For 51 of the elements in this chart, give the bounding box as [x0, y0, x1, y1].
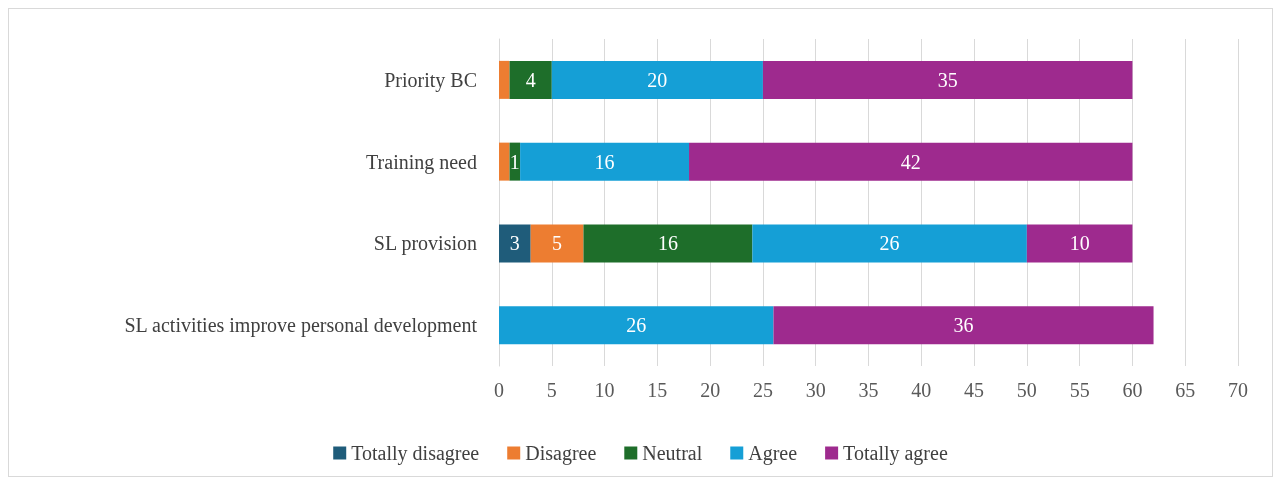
- bar: [499, 142, 510, 181]
- legend-label: Totally disagree: [351, 442, 480, 465]
- legend-label: Disagree: [525, 442, 597, 465]
- bar: [520, 142, 690, 181]
- x-tick-label: 50: [1016, 379, 1037, 401]
- bar: [509, 60, 552, 99]
- y-tick-label: SL provision: [373, 232, 477, 256]
- data-label: 35: [937, 68, 958, 91]
- data-label: 26: [626, 314, 647, 337]
- legend-label: Totally agree: [843, 442, 948, 465]
- bar: [773, 306, 1154, 345]
- x-tick-label: 60: [1122, 379, 1143, 401]
- x-tick-label: 15: [647, 379, 668, 401]
- data-label: 20: [647, 68, 668, 91]
- data-label: 16: [657, 232, 678, 255]
- bar: [499, 224, 531, 263]
- y-tick-label: Priority BC: [384, 68, 477, 92]
- bar: [499, 60, 510, 99]
- x-tick-label: 20: [700, 379, 721, 401]
- x-tick-label: 30: [805, 379, 826, 401]
- bar: [583, 224, 753, 263]
- data-label: 5: [552, 232, 563, 255]
- bar: [752, 224, 1027, 263]
- legend-label: Neutral: [642, 442, 703, 464]
- x-tick-label: 65: [1175, 379, 1196, 401]
- data-label: 3: [509, 232, 520, 255]
- x-tick-label: 70: [1228, 379, 1248, 401]
- bar: [499, 306, 774, 345]
- x-tick-label: 45: [964, 379, 985, 401]
- y-tick-label: Training need: [366, 150, 477, 174]
- bar: [551, 60, 763, 99]
- x-tick-label: 0: [494, 379, 504, 401]
- legend-label: Agree: [748, 442, 798, 465]
- data-label: 4: [525, 68, 536, 91]
- x-tick-label: 10: [594, 379, 615, 401]
- bar: [762, 60, 1133, 99]
- data-label: 26: [879, 232, 900, 255]
- x-tick-label: 40: [911, 379, 932, 401]
- data-label: 10: [1069, 232, 1090, 255]
- x-tick-label: 5: [546, 379, 557, 401]
- bar: [1026, 224, 1133, 263]
- x-tick-label: 55: [1069, 379, 1090, 401]
- data-label: 42: [900, 150, 921, 173]
- bar: [530, 224, 584, 263]
- data-label: 1: [509, 150, 520, 173]
- data-label: 36: [953, 314, 974, 337]
- y-tick-label: SL activities improve personal development: [124, 314, 478, 338]
- x-tick-label: 25: [752, 379, 773, 401]
- data-label: 16: [594, 150, 615, 173]
- x-tick-label: 35: [858, 379, 879, 401]
- bar: [689, 142, 1133, 181]
